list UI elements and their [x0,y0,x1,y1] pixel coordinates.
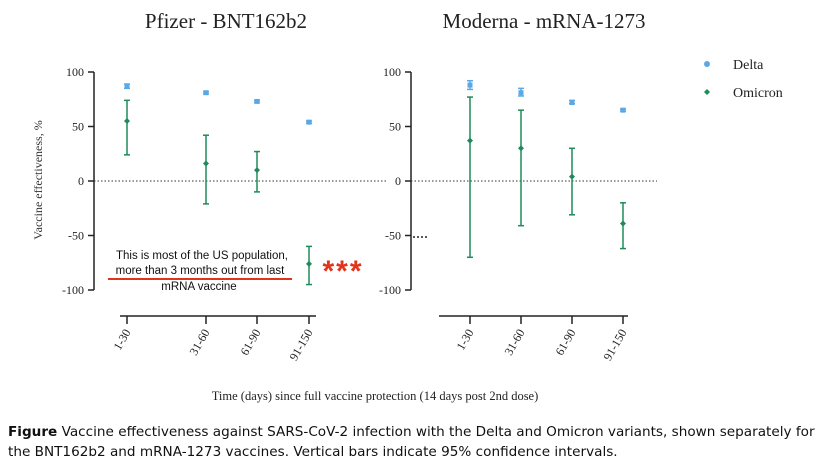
delta-point [467,82,473,88]
y-tick-label: 0 [395,174,401,188]
legend-delta-label: Delta [733,58,764,73]
legend: Delta Omicron [704,58,783,101]
x-tick-label: 1-30 [453,327,476,353]
x-tick-label: 1-30 [110,327,133,353]
y-axis-label: Vaccine effectiveness, % [31,120,45,239]
annotation: This is most of the US population, more … [108,250,363,293]
x-tick-label: 61-90 [552,327,578,358]
moderna-panel: 100 50 0 -50 -100 1-30 31-60 61-90 91-150 [379,65,657,363]
omicron-point [518,145,524,152]
omicron-point [124,118,130,125]
legend-omicron-label: Omicron [733,86,783,101]
y-tick-label: 50 [389,120,401,134]
vaccine-effectiveness-figure: Pfizer - BNT162b2 Moderna - mRNA-1273 Va… [31,9,783,403]
x-tick-label: 31-60 [501,327,527,358]
annotation-line-3: mRNA vaccine [161,281,236,293]
delta-point [254,98,260,104]
omicron-point [569,173,575,180]
annotation-stars: *** [322,255,363,288]
x-tick-label: 91-150 [600,327,629,363]
legend-omicron-marker [704,89,710,95]
x-tick-label: 31-60 [186,327,212,358]
y-tick-label: 0 [78,174,84,188]
y-tick-label: -100 [62,283,84,297]
caption-label: Figure [8,424,58,440]
delta-point [203,90,209,96]
annotation-line-1: This is most of the US population, [116,250,288,262]
pfizer-chart-title: Pfizer - BNT162b2 [145,9,307,33]
moderna-chart-title: Moderna - mRNA-1273 [443,9,646,33]
figure-caption: Figure Vaccine effectiveness against SAR… [8,422,820,462]
omicron-point [306,260,312,267]
omicron-point [467,137,473,144]
delta-point [124,83,130,89]
omicron-point [254,167,260,174]
y-tick-label: 50 [72,120,84,134]
annotation-line-2: more than 3 months out from last [116,265,286,277]
y-tick-label: -100 [379,283,401,297]
omicron-point [203,160,209,167]
x-tick-label: 61-90 [237,327,263,358]
legend-delta-marker [704,61,710,67]
delta-point [620,107,626,113]
y-tick-label: -50 [68,229,84,243]
delta-point [306,119,312,125]
x-tick-label: 91-150 [286,327,315,363]
y-tick-label: 100 [383,65,401,79]
pfizer-panel: 100 50 0 -50 -100 1-30 31-60 61-90 91-150 [62,65,388,363]
omicron-point [620,220,626,227]
x-axis-label: Time (days) since full vaccine protectio… [212,389,539,403]
caption-text: Vaccine effectiveness against SARS-CoV-2… [8,424,815,460]
y-tick-label: -50 [385,229,401,243]
delta-point [569,100,575,106]
y-tick-label: 100 [66,65,84,79]
delta-point [518,90,524,96]
